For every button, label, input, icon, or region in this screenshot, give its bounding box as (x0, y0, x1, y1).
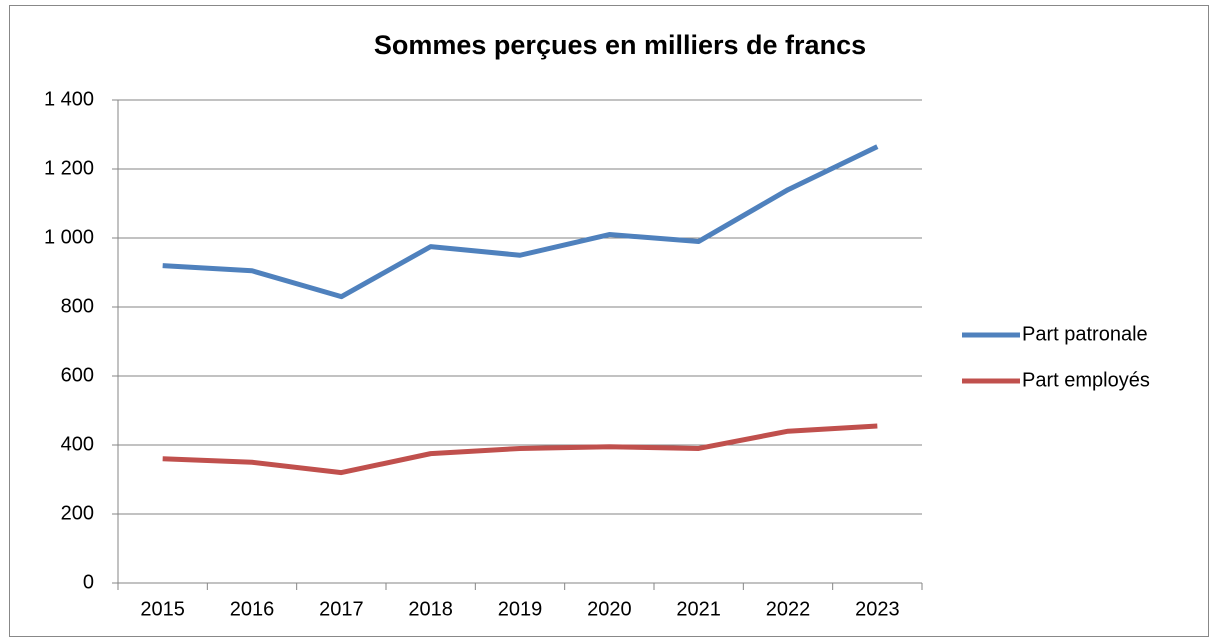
x-tick-label: 2022 (766, 598, 811, 620)
y-tick-label: 200 (61, 502, 94, 524)
y-tick-label: 0 (83, 571, 94, 593)
x-tick-label: 2020 (587, 598, 632, 620)
x-tick-label: 2017 (319, 598, 364, 620)
y-tick-label: 400 (61, 433, 94, 455)
chart-frame (9, 5, 1209, 637)
chart-title: Sommes perçues en milliers de francs (374, 30, 866, 60)
x-tick-label: 2021 (676, 598, 721, 620)
series-line (162, 423, 878, 476)
x-tick-label: 2019 (498, 598, 543, 620)
y-tick-label: 1 400 (44, 88, 94, 110)
y-tick-label: 800 (61, 295, 94, 317)
x-tick-label: 2023 (855, 598, 900, 620)
series-line (162, 144, 879, 300)
x-tick-label: 2018 (408, 598, 453, 620)
y-tick-label: 1 200 (44, 157, 94, 179)
x-tick-label: 2015 (140, 598, 185, 620)
legend-label: Part patronale (1022, 323, 1148, 345)
x-tick-label: 2016 (230, 598, 275, 620)
legend-label: Part employés (1022, 369, 1150, 391)
y-tick-label: 1 000 (44, 226, 94, 248)
y-tick-label: 600 (61, 364, 94, 386)
